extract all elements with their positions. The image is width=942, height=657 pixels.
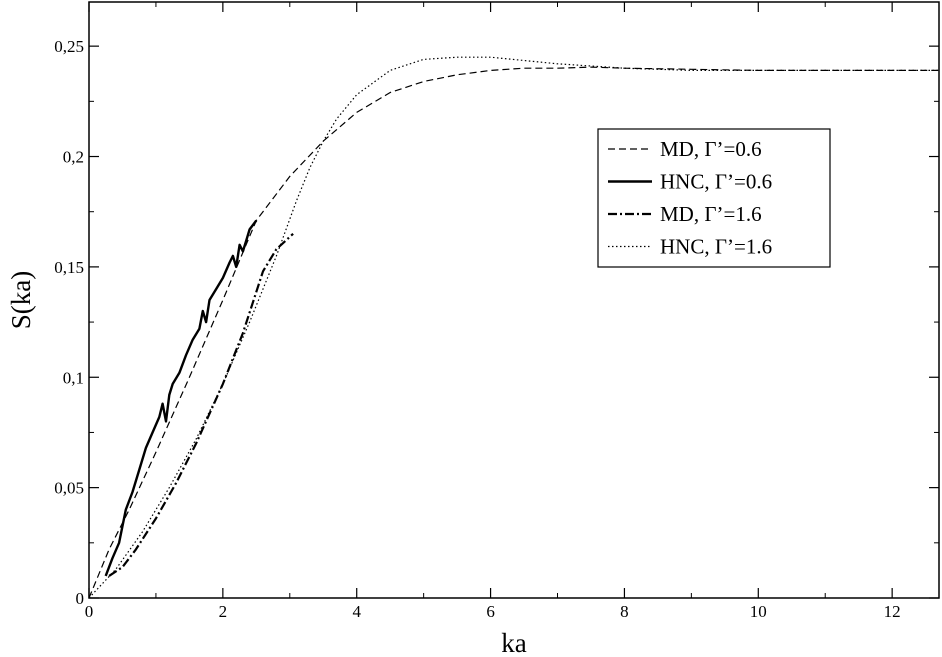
series-line-1 [88,66,939,599]
legend-label-1: MD, Γ’=0.6 [660,137,762,161]
legend: MD, Γ’=0.6 HNC, Γ’=0.6 MD, Γ’=1.6 HNC, Γ’=1… [597,128,831,268]
x-tick-label: 10 [750,602,767,621]
series-line-3 [108,232,294,577]
x-axis-title: ka [501,628,527,657]
x-tick-label: 4 [352,602,361,621]
x-tick-label: 12 [884,602,901,621]
y-tick-label: 0,25 [54,37,84,56]
y-tick-label: 0,15 [54,258,84,277]
y-axis-title: S(ka) [6,271,36,329]
x-tick-label: 6 [486,602,495,621]
legend-label-2: HNC, Γ’=0.6 [660,170,772,194]
y-tick-label: 0 [76,589,85,608]
legend-label-4: HNC, Γ’=1.6 [660,235,772,259]
series-layer [88,56,939,599]
x-tick-label: 2 [219,602,228,621]
y-tick-label: 0,1 [63,368,84,387]
plot-frame [88,1,940,599]
x-tick-label: 8 [620,602,629,621]
x-tick-label: 0 [85,602,94,621]
y-tick-label: 0,2 [63,148,84,167]
legend-box [597,128,831,268]
legend-label-3: MD, Γ’=1.6 [660,202,762,226]
axis-ticks: 0 2 4 6 8 10 12 0 0,05 0,1 0,15 0,2 0,25 [54,2,939,621]
y-tick-label: 0,05 [54,479,84,498]
series-line-2 [104,219,258,577]
